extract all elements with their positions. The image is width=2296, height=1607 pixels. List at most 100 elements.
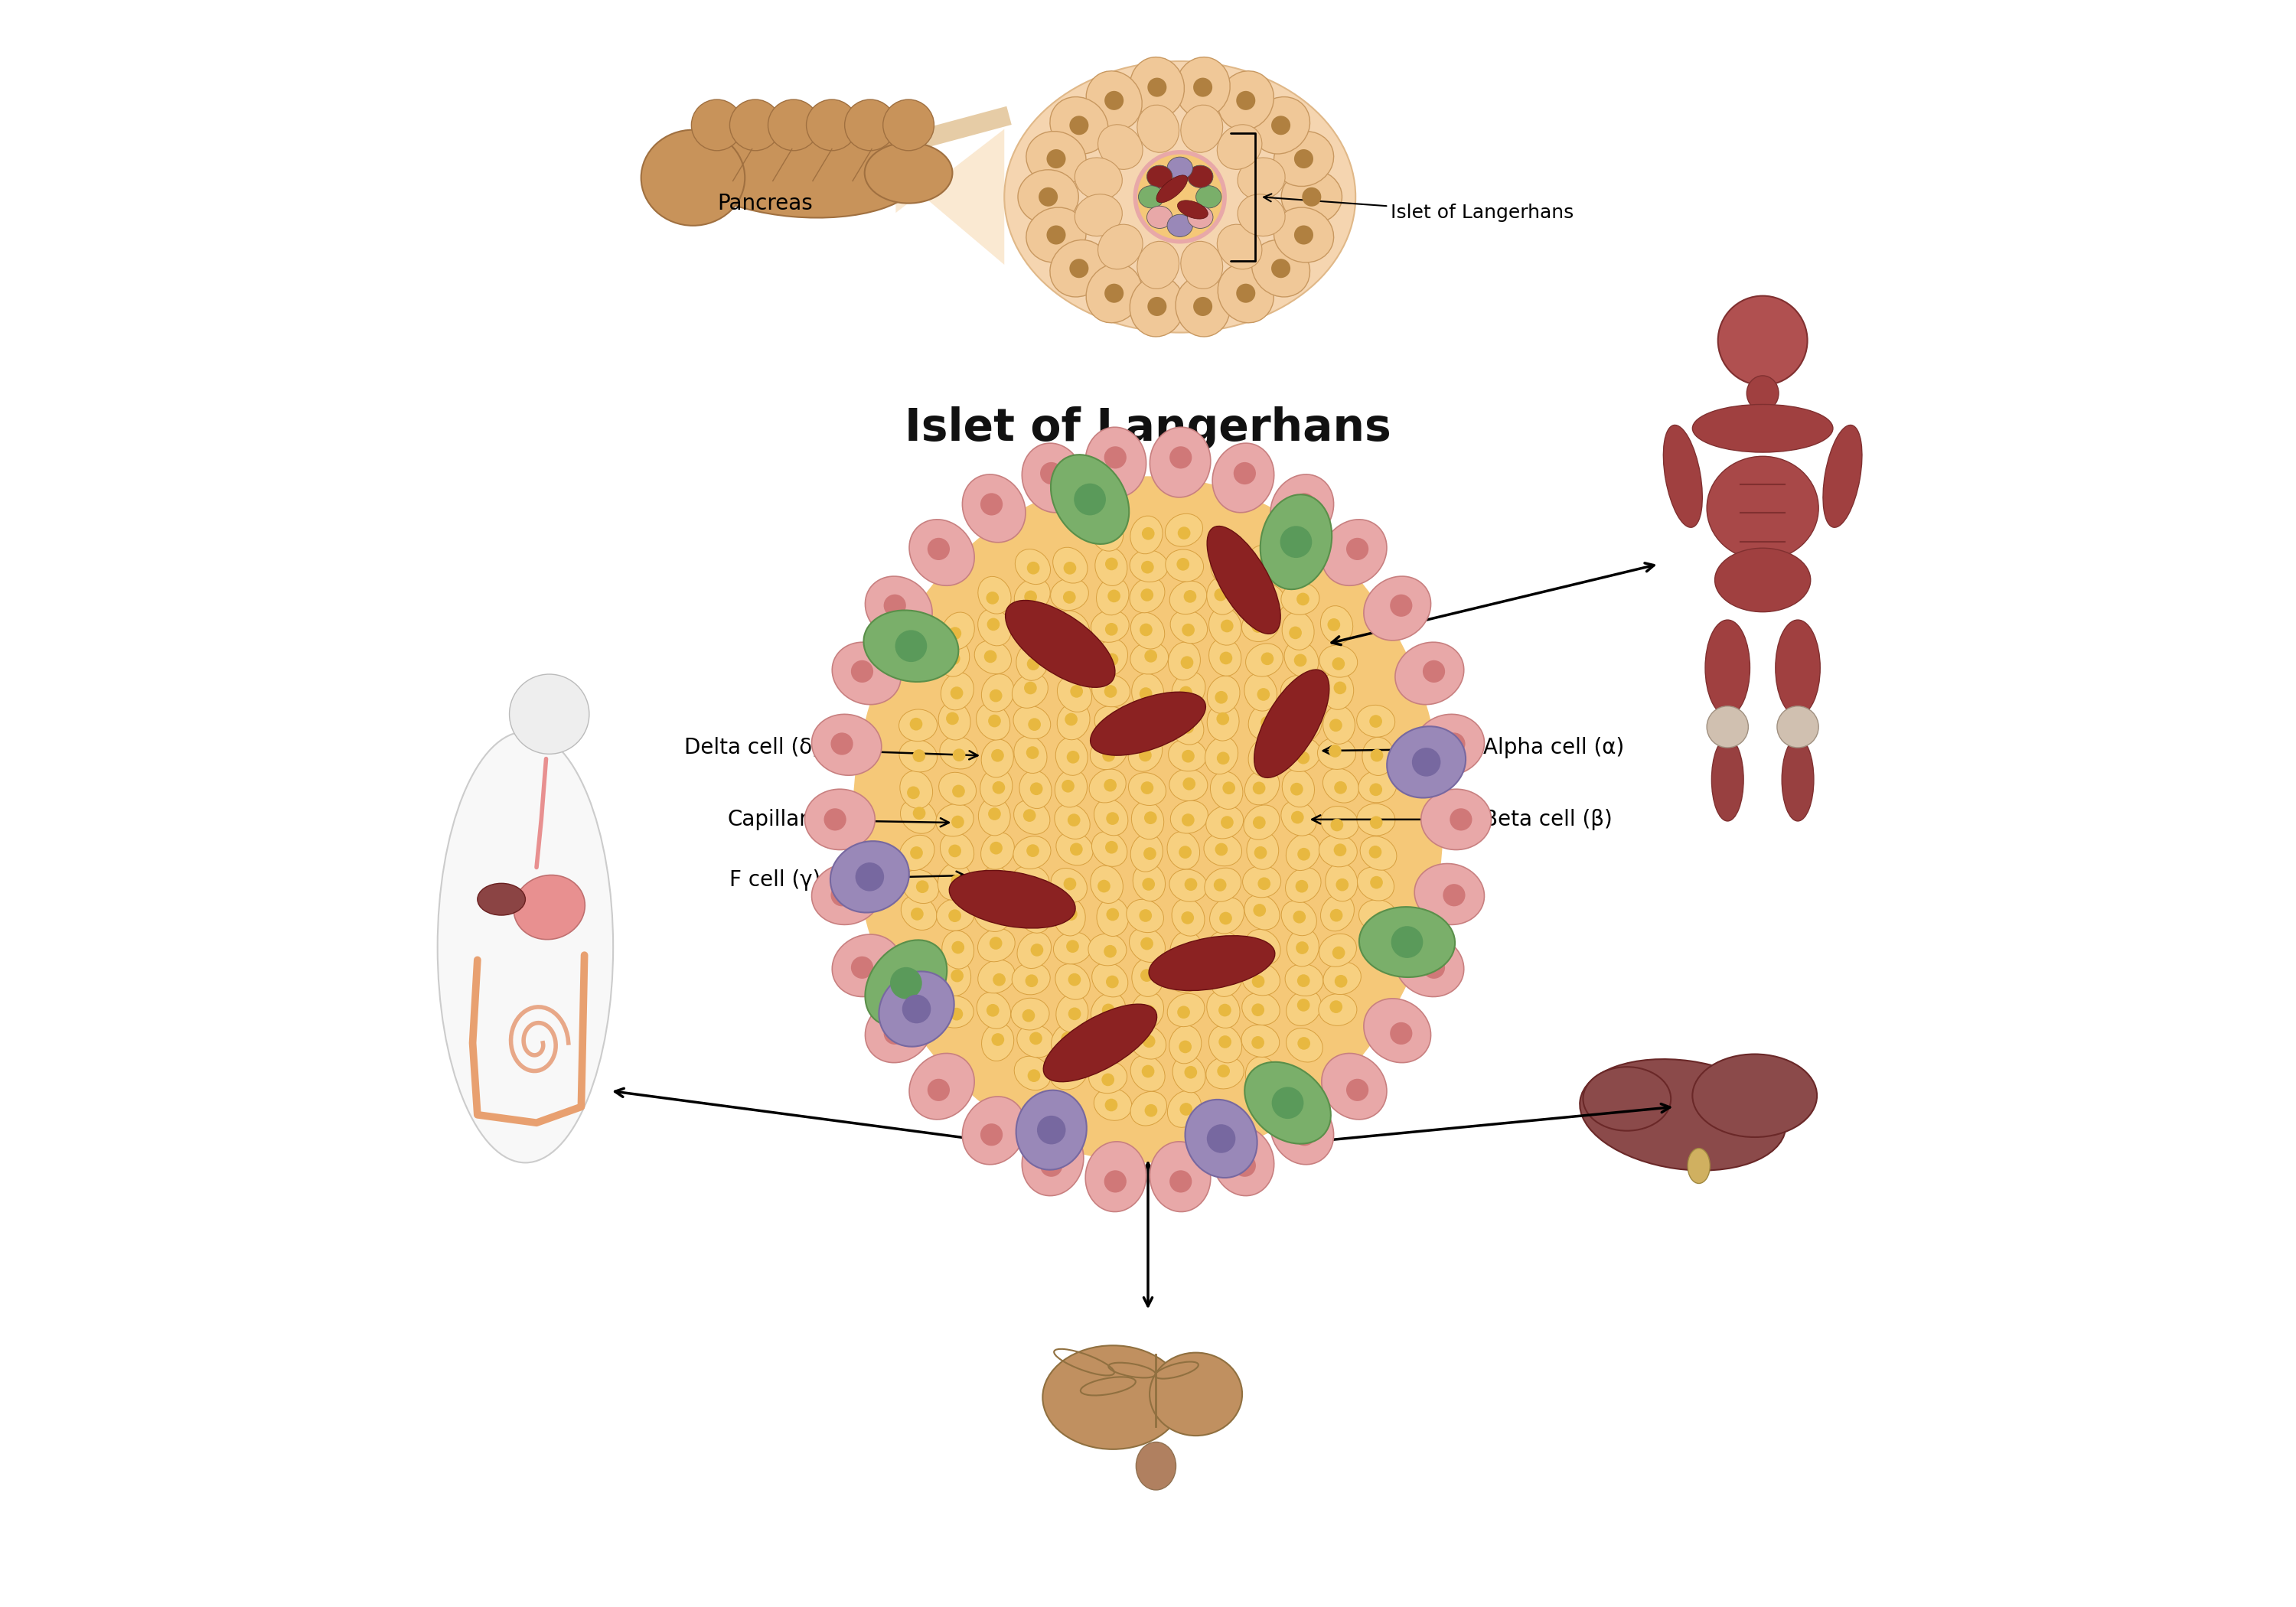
Circle shape xyxy=(1141,877,1155,890)
Ellipse shape xyxy=(1196,186,1221,207)
Ellipse shape xyxy=(641,130,744,225)
Ellipse shape xyxy=(1180,241,1224,289)
Ellipse shape xyxy=(1169,643,1201,680)
Ellipse shape xyxy=(1254,670,1329,778)
Ellipse shape xyxy=(1130,58,1185,117)
Ellipse shape xyxy=(439,731,613,1163)
Circle shape xyxy=(1141,527,1155,540)
Circle shape xyxy=(1097,879,1111,892)
Circle shape xyxy=(831,884,854,906)
Ellipse shape xyxy=(1322,963,1362,995)
Ellipse shape xyxy=(1091,866,1123,903)
Ellipse shape xyxy=(1357,804,1396,836)
Ellipse shape xyxy=(1662,426,1701,527)
Circle shape xyxy=(909,718,923,731)
Ellipse shape xyxy=(1093,675,1130,707)
Ellipse shape xyxy=(1238,194,1286,236)
Ellipse shape xyxy=(1130,577,1164,612)
Ellipse shape xyxy=(939,736,978,770)
Circle shape xyxy=(1100,1033,1111,1046)
Circle shape xyxy=(1024,590,1038,603)
Ellipse shape xyxy=(1052,579,1088,611)
Circle shape xyxy=(1233,463,1256,484)
Circle shape xyxy=(1233,1154,1256,1176)
Ellipse shape xyxy=(1205,868,1242,902)
Circle shape xyxy=(1293,493,1316,516)
Ellipse shape xyxy=(1692,405,1832,452)
Ellipse shape xyxy=(1086,71,1141,130)
Ellipse shape xyxy=(1208,525,1281,633)
Circle shape xyxy=(1375,911,1387,924)
Ellipse shape xyxy=(937,863,971,900)
Ellipse shape xyxy=(1357,868,1394,900)
Ellipse shape xyxy=(1270,1096,1334,1165)
Circle shape xyxy=(1368,783,1382,795)
Ellipse shape xyxy=(1318,834,1357,866)
Ellipse shape xyxy=(1747,376,1779,411)
Circle shape xyxy=(1180,911,1194,924)
Ellipse shape xyxy=(1171,672,1205,709)
Circle shape xyxy=(951,942,964,955)
Ellipse shape xyxy=(939,773,976,805)
Circle shape xyxy=(1065,908,1077,921)
Circle shape xyxy=(912,749,925,762)
Ellipse shape xyxy=(1091,611,1130,643)
Circle shape xyxy=(1029,1032,1042,1045)
Ellipse shape xyxy=(1075,194,1123,236)
Ellipse shape xyxy=(1088,1061,1127,1093)
Ellipse shape xyxy=(1097,898,1130,937)
Circle shape xyxy=(1107,652,1118,665)
Circle shape xyxy=(1026,844,1040,857)
Ellipse shape xyxy=(1148,935,1274,990)
Ellipse shape xyxy=(1210,638,1242,677)
Ellipse shape xyxy=(1251,239,1311,297)
Ellipse shape xyxy=(978,929,1015,961)
Circle shape xyxy=(1068,750,1079,763)
Ellipse shape xyxy=(1091,693,1205,755)
Ellipse shape xyxy=(1086,427,1146,497)
Circle shape xyxy=(1141,714,1153,726)
Ellipse shape xyxy=(1320,606,1352,644)
Circle shape xyxy=(909,847,923,860)
Circle shape xyxy=(1327,619,1341,632)
Circle shape xyxy=(1143,812,1157,824)
Ellipse shape xyxy=(1017,643,1049,680)
Ellipse shape xyxy=(831,840,909,913)
Ellipse shape xyxy=(980,673,1015,712)
Ellipse shape xyxy=(900,709,937,741)
Ellipse shape xyxy=(1414,714,1483,775)
Circle shape xyxy=(1777,705,1818,747)
Circle shape xyxy=(948,845,962,857)
Circle shape xyxy=(1104,558,1118,570)
Ellipse shape xyxy=(1166,1091,1201,1128)
Ellipse shape xyxy=(1003,61,1355,333)
Circle shape xyxy=(1256,1069,1270,1082)
Ellipse shape xyxy=(1075,157,1123,199)
Ellipse shape xyxy=(1244,895,1279,930)
Ellipse shape xyxy=(978,609,1010,646)
Circle shape xyxy=(1178,1006,1189,1019)
Circle shape xyxy=(1104,779,1116,792)
Circle shape xyxy=(1065,714,1077,726)
Ellipse shape xyxy=(1387,726,1465,797)
Ellipse shape xyxy=(1249,702,1283,739)
Circle shape xyxy=(1178,1040,1192,1053)
Ellipse shape xyxy=(1208,992,1240,1028)
Ellipse shape xyxy=(909,1053,974,1120)
Circle shape xyxy=(912,908,923,921)
Circle shape xyxy=(1329,744,1341,757)
Circle shape xyxy=(902,995,930,1024)
Ellipse shape xyxy=(1166,550,1203,582)
Circle shape xyxy=(990,689,1003,702)
Circle shape xyxy=(1061,1032,1075,1045)
Circle shape xyxy=(1104,624,1118,636)
Ellipse shape xyxy=(1210,898,1244,934)
Circle shape xyxy=(1261,717,1274,730)
Ellipse shape xyxy=(1169,739,1208,771)
Circle shape xyxy=(1029,1069,1040,1082)
Circle shape xyxy=(1104,1170,1127,1192)
Circle shape xyxy=(1178,945,1189,958)
Ellipse shape xyxy=(1242,866,1281,897)
Circle shape xyxy=(891,967,923,1000)
Circle shape xyxy=(1221,781,1235,794)
